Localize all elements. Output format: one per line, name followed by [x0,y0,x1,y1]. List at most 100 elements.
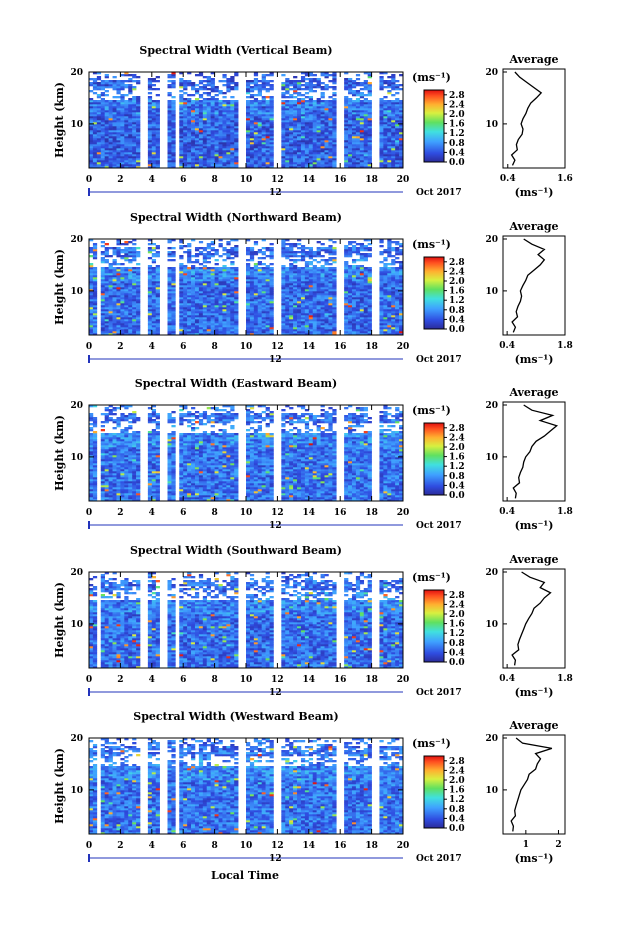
heatmap-cell [351,110,357,113]
heatmap-cell [246,96,251,99]
heatmap-cell [257,80,262,83]
heatmap-cell [206,108,211,111]
heatmap-cell [151,315,157,318]
heatmap-cell [108,289,113,292]
heatmap-cell [399,102,404,105]
heatmap-cell [246,295,251,298]
heatmap-cell [312,78,317,81]
heatmap-cell [391,162,396,165]
heatmap-cell [297,98,302,101]
heatmap-cell [285,301,290,304]
heatmap-cell [136,285,141,288]
heatmap-cell [92,132,98,135]
heatmap-cell [104,277,109,280]
heatmap-cell [293,255,298,258]
heatmap-cell [265,74,270,77]
heatmap-cell [218,162,223,165]
heatmap-cell [100,82,105,85]
heatmap-cell [112,128,117,131]
heatmap-cell [92,249,98,252]
heatmap-cell [300,321,306,324]
heatmap-cell [297,331,302,334]
heatmap-cell [387,120,392,123]
heatmap-cell [104,333,109,336]
heatmap-cell [132,297,137,300]
heatmap-cell [136,154,141,157]
heatmap-cell [304,279,310,282]
heatmap-cell [167,160,172,163]
heatmap-cell [297,154,302,157]
heatmap-cell [202,138,208,141]
heatmap-cell [112,287,117,290]
heatmap-cell [312,104,317,107]
heatmap-cell [100,116,105,119]
heatmap-cell [210,80,215,83]
heatmap-cell [348,114,353,117]
heatmap-cell [112,122,117,125]
heatmap-cell [332,313,337,316]
heatmap-cell [308,128,314,131]
heatmap-cell [179,311,184,314]
heatmap-cell [344,108,349,111]
heatmap-cell [222,281,227,284]
heatmap-cell [234,251,239,254]
heatmap-cell [383,150,388,153]
heatmap-cell [253,152,259,155]
heatmap-cell [344,136,349,139]
heatmap-cell [210,148,215,151]
heatmap-cell [281,287,286,290]
heatmap-cell [92,283,98,286]
heatmap-cell [387,106,392,109]
heatmap-cell [120,311,125,314]
heatmap-cell [355,146,361,149]
heatmap-cell [261,148,266,151]
heatmap-cell [359,134,365,137]
heatmap-cell [265,144,270,147]
heatmap-cell [234,299,239,302]
heatmap-cell [320,138,325,141]
heatmap-cell [344,112,349,115]
heatmap-cell [206,277,211,280]
heatmap-cell [320,293,325,296]
heatmap-cell [348,86,353,89]
heatmap-cell [116,293,121,296]
heatmap-cell [202,136,208,139]
heatmap-cell [202,267,208,270]
heatmap-cell [155,267,160,270]
heatmap-cell [92,156,98,159]
heatmap-cell [128,156,133,159]
heatmap-cell [234,281,239,284]
heatmap-cell [198,263,204,266]
heatmap-cell [124,293,129,296]
heatmap-cell [206,297,211,300]
heatmap-cell [230,120,235,123]
heatmap-cell [128,305,133,308]
heatmap-cell [399,166,404,169]
heatmap-cell [355,98,361,101]
heatmap-cell [249,138,255,141]
heatmap-cell [194,102,200,105]
heatmap-cell [300,285,306,288]
heatmap-cell [355,114,361,117]
heatmap-cell [128,74,133,77]
heatmap-cell [253,273,259,276]
heatmap-cell [285,106,290,109]
heatmap-cell [92,84,98,87]
heatmap-cell [100,150,105,153]
heatmap-cell [308,297,314,300]
heatmap-cell [96,140,102,143]
heatmap-cell [183,118,188,121]
heatmap-cell [124,136,129,139]
heatmap-cell [136,315,141,318]
heatmap-cell [167,299,172,302]
heatmap-cell [312,158,317,161]
heatmap-cell [234,317,239,320]
heatmap-cell [222,311,227,314]
heatmap-cell [183,301,188,304]
heatmap-cell [328,130,333,133]
heatmap-cell [194,108,200,111]
heatmap-cell [257,261,262,264]
heatmap-cell [234,82,239,85]
heatmap-cell [324,271,329,274]
heatmap-cell [136,166,141,169]
